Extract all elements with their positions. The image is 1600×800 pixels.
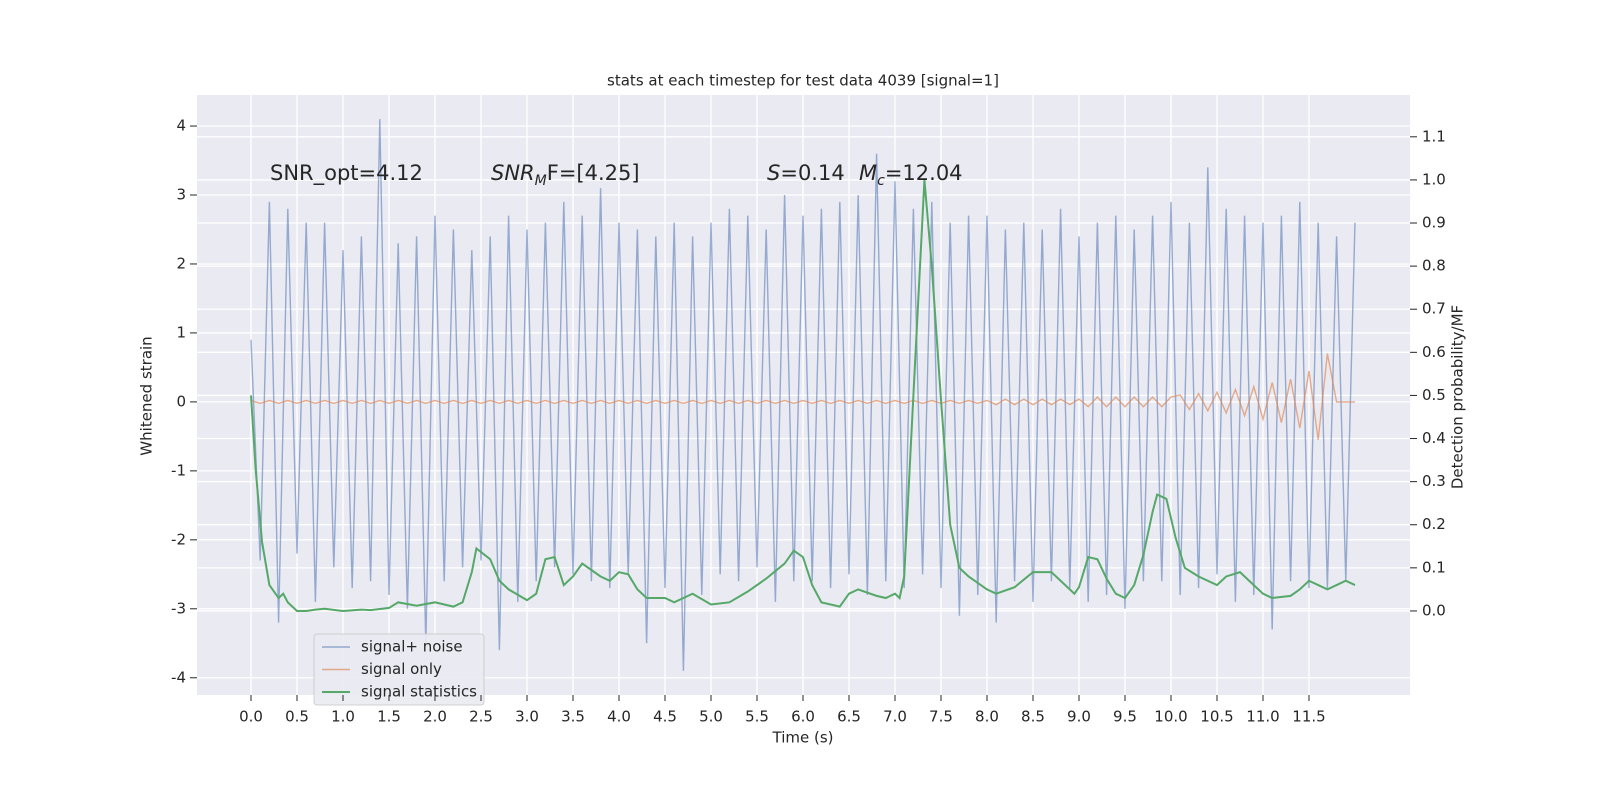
x-axis-label: Time (s)	[772, 729, 834, 747]
x-tick-label: 7.5	[929, 708, 953, 726]
annotation-part: F=[4.25]	[547, 161, 640, 185]
x-tick-label: 0.0	[239, 708, 263, 726]
x-tick-label: 6.0	[791, 708, 815, 726]
x-tick-label: 8.0	[975, 708, 999, 726]
y2-tick-label: 0.9	[1422, 214, 1446, 232]
y2-tick-label: 0.2	[1422, 515, 1446, 533]
x-tick-label: 11.0	[1246, 708, 1279, 726]
y2-tick-label: 0.8	[1422, 257, 1446, 275]
x-tick-label: 5.0	[699, 708, 723, 726]
y2-tick-label: 1.0	[1422, 170, 1446, 188]
x-tick-label: 7.0	[883, 708, 907, 726]
y2-tick-label: 0.7	[1422, 300, 1446, 318]
y2-tick-label: 1.1	[1422, 127, 1446, 145]
chart-title: stats at each timestep for test data 403…	[607, 72, 999, 90]
y-tick-label: -1	[171, 461, 186, 479]
x-tick-label: 6.5	[837, 708, 861, 726]
series-line	[250, 353, 1355, 440]
series-line	[250, 119, 1356, 671]
x-tick-label: 1.0	[331, 708, 355, 726]
x-tick-label: 9.5	[1113, 708, 1137, 726]
annotation-part: M	[535, 173, 547, 189]
legend-box	[313, 633, 485, 706]
y2-tick-label: 0.1	[1422, 558, 1446, 576]
y-tick-label: 3	[176, 186, 186, 204]
x-tick-label: 0.5	[285, 708, 309, 726]
x-tick-label: 4.5	[653, 708, 677, 726]
y-tick-label: -4	[171, 668, 186, 686]
y-tick-label: -3	[171, 599, 186, 617]
y-tick-label: -2	[171, 530, 186, 548]
annotation-part: =12.04	[885, 161, 963, 185]
x-tick-label: 9.0	[1067, 708, 1091, 726]
x-tick-label: 8.5	[1021, 708, 1045, 726]
x-tick-label: 4.0	[607, 708, 631, 726]
x-tick-label: 10.0	[1154, 708, 1187, 726]
y-tick-label: 2	[176, 254, 186, 272]
legend-label: signal+ noise	[361, 638, 463, 656]
series-line	[250, 179, 1356, 612]
y2-tick-label: 0.4	[1422, 429, 1446, 447]
x-tick-label: 11.5	[1292, 708, 1325, 726]
annotation: S=0.14	[767, 161, 845, 185]
legend-label: signal statistics	[361, 683, 477, 701]
annotation-part: SNR	[491, 161, 535, 185]
annotation: SNRMF=[4.25]	[491, 161, 640, 189]
x-tick-label: 5.5	[745, 708, 769, 726]
x-tick-label: 10.5	[1200, 708, 1233, 726]
y-axis-label: Whitened strain	[138, 336, 156, 455]
legend-label: signal only	[361, 660, 442, 678]
y-tick-label: 4	[176, 117, 186, 135]
x-tick-label: 3.5	[561, 708, 585, 726]
annotation-part: =0.14	[780, 161, 844, 185]
annotation-part: M	[859, 161, 877, 185]
annotation: Mc=12.04	[859, 161, 963, 189]
x-tick-label: 1.5	[377, 708, 401, 726]
y2-axis-label: Detection probability/MF	[1449, 305, 1467, 489]
y2-tick-label: 0.6	[1422, 343, 1446, 361]
x-tick-label: 2.0	[423, 708, 447, 726]
annotation-part: c	[877, 173, 885, 189]
annotation: SNR_opt=4.12	[270, 161, 423, 186]
y-tick-label: 1	[176, 323, 186, 341]
y-tick-label: 0	[176, 392, 186, 410]
y2-tick-label: 0.0	[1422, 601, 1446, 619]
y2-tick-label: 0.5	[1422, 386, 1446, 404]
y2-tick-label: 0.3	[1422, 472, 1446, 490]
x-tick-label: 2.5	[469, 708, 493, 726]
annotation-part: S	[767, 161, 780, 185]
x-tick-label: 3.0	[515, 708, 539, 726]
